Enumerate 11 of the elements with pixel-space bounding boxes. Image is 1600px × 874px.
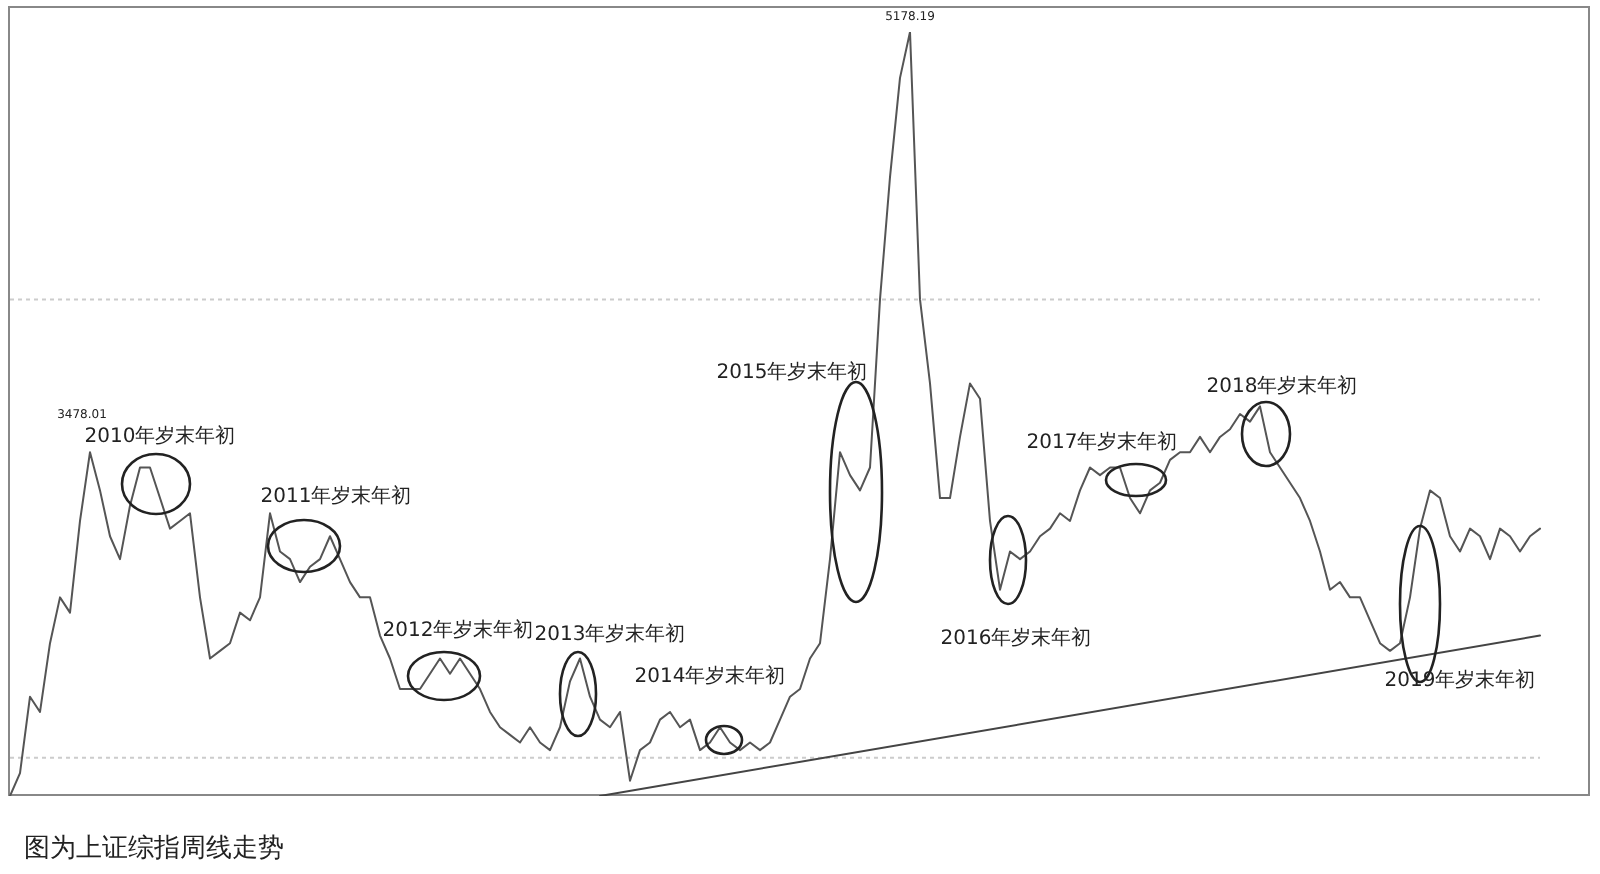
annotation: 2015年岁末年初 [716,360,868,384]
annotation: 2010年岁末年初 [84,424,236,448]
text: 图为上证综指周线走势 [24,834,284,864]
annotation: 2014年岁末年初 [634,664,786,688]
annotation: 2011年岁末年初 [260,484,412,508]
annotation: 2017年岁末年初 [1026,430,1178,454]
annotation: 2013年岁末年初 [534,622,686,646]
annotation: 2012年岁末年初 [382,618,534,642]
annotation: 2019年岁末年初 [1384,668,1536,692]
annotation: 2018年岁末年初 [1206,374,1358,398]
annotation: 2016年岁末年初 [940,626,1092,650]
